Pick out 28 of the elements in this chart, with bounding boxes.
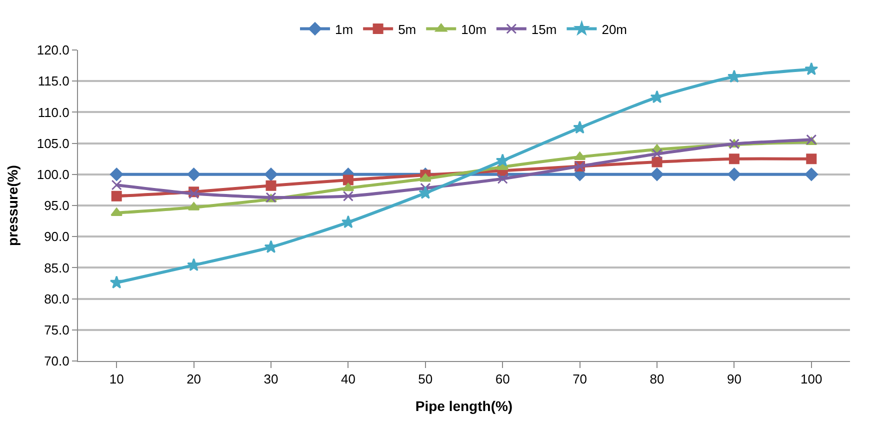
- x-tick-label: 80: [650, 372, 664, 387]
- x-tick-label: 50: [418, 372, 433, 387]
- x-tick-label: 30: [264, 372, 278, 387]
- legend-label: 15m: [531, 22, 557, 37]
- y-tick-label: 100.0: [36, 166, 70, 182]
- y-tick-label: 95.0: [44, 198, 70, 214]
- x-tick-label: 40: [340, 372, 356, 387]
- legend-label: 20m: [602, 22, 628, 37]
- y-tick-label: 70.0: [44, 354, 70, 369]
- x-tick-label: 10: [109, 372, 124, 387]
- y-tick-label: 85.0: [44, 260, 70, 276]
- x-tick-label: 60: [495, 372, 510, 387]
- y-tick-label: 110.0: [38, 104, 70, 120]
- y-tick-label: 80.0: [44, 291, 70, 306]
- y-tick-label: 105.0: [36, 136, 70, 151]
- legend-label: 5m: [398, 22, 416, 37]
- x-tick-label: 100: [800, 372, 822, 387]
- x-tick-label: 70: [572, 372, 588, 387]
- y-tick-label: 120.0: [36, 42, 70, 58]
- y-tick-label: 90.0: [44, 229, 70, 244]
- legend-label: 1m: [335, 22, 354, 37]
- y-tick-label: 115.0: [38, 74, 70, 89]
- y-tick-label: 75.0: [44, 322, 70, 338]
- legend-label: 10m: [461, 22, 486, 37]
- x-tick-label: 90: [726, 372, 742, 387]
- x-tick-label: 20: [186, 372, 202, 387]
- y-axis-title: pressure(%): [4, 165, 20, 246]
- x-axis-title: Pipe length(%): [415, 398, 513, 414]
